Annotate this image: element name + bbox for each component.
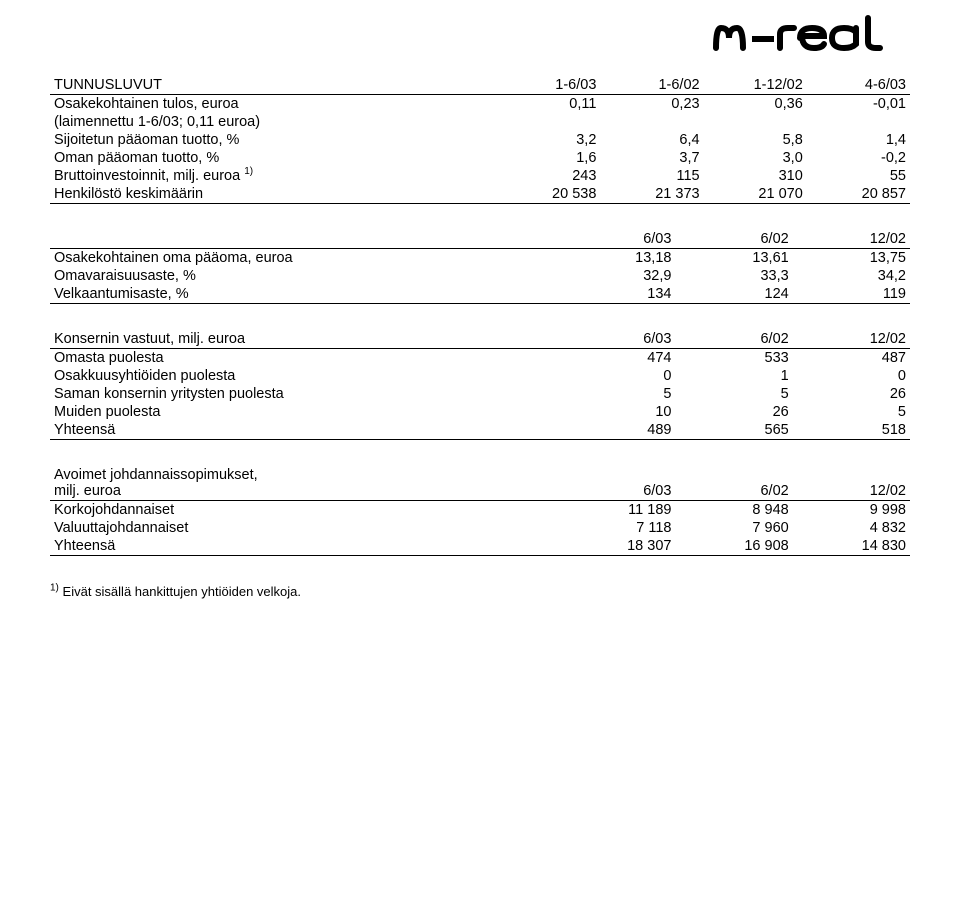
footnote-text: Eivät sisällä hankittujen yhtiöiden velk… <box>63 584 301 599</box>
cell: 5,8 <box>704 131 807 149</box>
cell <box>497 113 600 131</box>
cell: 32,9 <box>558 267 675 285</box>
cell: 243 <box>497 167 600 185</box>
cell: 7 118 <box>558 519 675 537</box>
cell: 487 <box>793 349 910 368</box>
cell: 3,7 <box>600 149 703 167</box>
table-per-share: 6/03 6/02 12/02 Osakekohtainen oma pääom… <box>50 230 910 304</box>
row-label: Osakkuusyhtiöiden puolesta <box>50 367 558 385</box>
cell: 26 <box>675 403 792 421</box>
cell: 4 832 <box>793 519 910 537</box>
col-header: 6/02 <box>675 466 792 501</box>
col-header: 6/02 <box>675 230 792 249</box>
cell: 9 998 <box>793 501 910 520</box>
cell: 20 857 <box>807 185 910 204</box>
col-header: 1-6/03 <box>497 76 600 95</box>
row-label: Oman pääoman tuotto, % <box>50 149 497 167</box>
cell: 115 <box>600 167 703 185</box>
row-label: Korkojohdannaiset <box>50 501 558 520</box>
table-johdannaiset: Avoimet johdannaissopimukset,milj. euroa… <box>50 466 910 556</box>
col-header: 1-12/02 <box>704 76 807 95</box>
cell: -0,01 <box>807 95 910 114</box>
row-label: Osakekohtainen tulos, euroa <box>50 95 497 114</box>
cell: 7 960 <box>675 519 792 537</box>
cell: 13,18 <box>558 249 675 268</box>
cell: 3,0 <box>704 149 807 167</box>
table-tunnusluvut: TUNNUSLUVUT 1-6/03 1-6/02 1-12/02 4-6/03… <box>50 76 910 204</box>
cell: 5 <box>675 385 792 403</box>
cell: 5 <box>558 385 675 403</box>
cell: 33,3 <box>675 267 792 285</box>
cell: 119 <box>793 285 910 304</box>
col-header <box>50 230 558 249</box>
table-vastuut: Konsernin vastuut, milj. euroa 6/03 6/02… <box>50 330 910 440</box>
col-header: 1-6/02 <box>600 76 703 95</box>
cell <box>600 113 703 131</box>
row-label: Henkilöstö keskimäärin <box>50 185 497 204</box>
row-label: (laimennettu 1-6/03; 0,11 euroa) <box>50 113 497 131</box>
cell: 55 <box>807 167 910 185</box>
cell: 8 948 <box>675 501 792 520</box>
cell: 1,4 <box>807 131 910 149</box>
cell: 14 830 <box>793 537 910 556</box>
cell: 474 <box>558 349 675 368</box>
cell: 518 <box>793 421 910 440</box>
cell: 13,75 <box>793 249 910 268</box>
cell: 0,36 <box>704 95 807 114</box>
row-label: Sijoitetun pääoman tuotto, % <box>50 131 497 149</box>
col-header: 12/02 <box>793 230 910 249</box>
row-label: Muiden puolesta <box>50 403 558 421</box>
col-header: Avoimet johdannaissopimukset,milj. euroa <box>50 466 558 501</box>
cell: 21 070 <box>704 185 807 204</box>
row-label: Yhteensä <box>50 421 558 440</box>
cell: 124 <box>675 285 792 304</box>
cell: 20 538 <box>497 185 600 204</box>
row-label: Yhteensä <box>50 537 558 556</box>
cell: 1,6 <box>497 149 600 167</box>
col-header: 12/02 <box>793 330 910 349</box>
cell: 0 <box>558 367 675 385</box>
cell: 21 373 <box>600 185 703 204</box>
cell: 0 <box>793 367 910 385</box>
cell: 310 <box>704 167 807 185</box>
col-header: 6/02 <box>675 330 792 349</box>
cell: 565 <box>675 421 792 440</box>
row-label: Saman konsernin yritysten puolesta <box>50 385 558 403</box>
row-label: Omasta puolesta <box>50 349 558 368</box>
col-header: 6/03 <box>558 230 675 249</box>
cell: 489 <box>558 421 675 440</box>
footnote-marker: 1) <box>50 583 59 594</box>
col-header: 12/02 <box>793 466 910 501</box>
cell: 0,11 <box>497 95 600 114</box>
row-label: Osakekohtainen oma pääoma, euroa <box>50 249 558 268</box>
col-header: 6/03 <box>558 466 675 501</box>
col-header: 4-6/03 <box>807 76 910 95</box>
cell: -0,2 <box>807 149 910 167</box>
row-label: Bruttoinvestoinnit, milj. euroa 1) <box>50 167 497 185</box>
cell: 0,23 <box>600 95 703 114</box>
cell: 16 908 <box>675 537 792 556</box>
footnote: 1) Eivät sisällä hankittujen yhtiöiden v… <box>50 584 910 599</box>
col-header: 6/03 <box>558 330 675 349</box>
cell: 13,61 <box>675 249 792 268</box>
cell: 1 <box>675 367 792 385</box>
cell <box>807 113 910 131</box>
logo <box>710 14 920 60</box>
row-label: Valuuttajohdannaiset <box>50 519 558 537</box>
cell: 18 307 <box>558 537 675 556</box>
row-label: Velkaantumisaste, % <box>50 285 558 304</box>
cell: 533 <box>675 349 792 368</box>
cell: 134 <box>558 285 675 304</box>
cell: 6,4 <box>600 131 703 149</box>
col-header: Konsernin vastuut, milj. euroa <box>50 330 558 349</box>
cell: 10 <box>558 403 675 421</box>
col-header: TUNNUSLUVUT <box>50 76 497 95</box>
cell: 34,2 <box>793 267 910 285</box>
cell: 26 <box>793 385 910 403</box>
row-label: Omavaraisuusaste, % <box>50 267 558 285</box>
cell: 5 <box>793 403 910 421</box>
cell: 11 189 <box>558 501 675 520</box>
cell: 3,2 <box>497 131 600 149</box>
cell <box>704 113 807 131</box>
